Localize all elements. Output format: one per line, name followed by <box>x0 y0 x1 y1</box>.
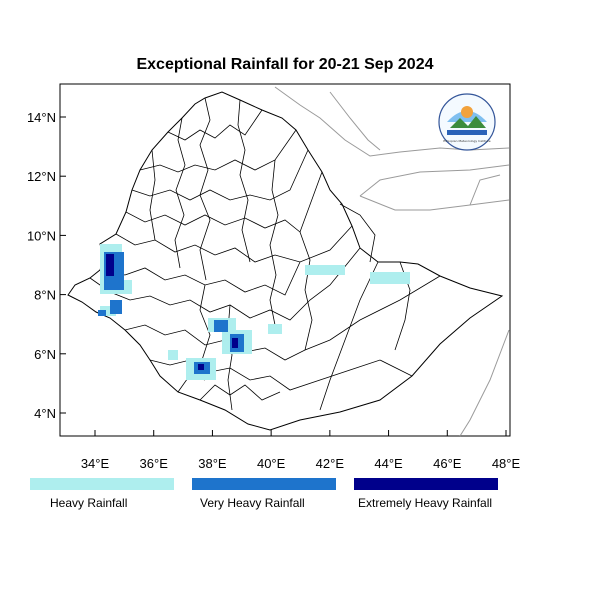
x-tick-label: 34°E <box>81 456 110 471</box>
x-tick-label: 42°E <box>316 456 345 471</box>
x-tick-label: 38°E <box>198 456 227 471</box>
extremely-heavy-rainfall-areas <box>106 254 238 370</box>
legend <box>30 478 498 490</box>
country-outline <box>67 91 504 431</box>
legend-label-heavy: Heavy Rainfall <box>50 496 128 510</box>
logo-text: Ethiopian Meteorology Institute <box>443 139 490 143</box>
y-axis: 14°N 12°N 10°N 8°N 6°N 4°N <box>27 110 66 421</box>
legend-swatch <box>192 478 336 490</box>
x-axis: 34°E 36°E 38°E 40°E 42°E 44°E 46°E 48°E <box>81 430 521 471</box>
y-tick-label: 8°N <box>34 288 56 303</box>
legend-label-extremely-heavy: Extremely Heavy Rainfall <box>358 496 493 510</box>
institute-logo: Ethiopian Meteorology Institute <box>438 93 496 151</box>
y-tick-label: 14°N <box>27 110 56 125</box>
x-tick-label: 46°E <box>433 456 462 471</box>
x-tick-label: 40°E <box>257 456 286 471</box>
x-tick-label: 44°E <box>374 456 403 471</box>
legend-swatch <box>354 478 498 490</box>
y-tick-label: 4°N <box>34 406 56 421</box>
y-tick-label: 10°N <box>27 228 56 243</box>
x-tick-label: 36°E <box>140 456 169 471</box>
map-title: Exceptional Rainfall for 20-21 Sep 2024 <box>136 56 434 73</box>
zone-boundaries <box>89 97 441 411</box>
legend-label-very-heavy: Very Heavy Rainfall <box>200 496 305 510</box>
x-tick-label: 48°E <box>492 456 521 471</box>
y-tick-label: 12°N <box>27 169 56 184</box>
legend-swatch <box>30 478 174 490</box>
y-tick-label: 6°N <box>34 347 56 362</box>
